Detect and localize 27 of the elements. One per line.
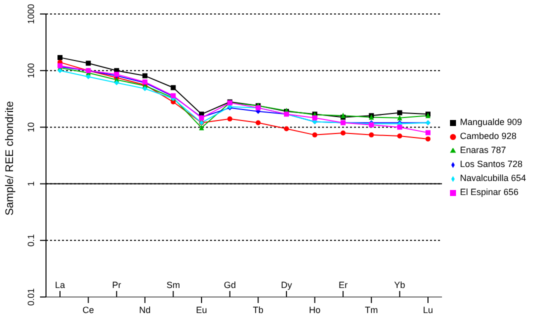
y-tick-label: 10 <box>26 122 36 132</box>
x-tick-label: La <box>54 280 66 290</box>
legend-label: Enaras 787 <box>460 145 506 155</box>
x-tick-label: Gd <box>224 280 236 290</box>
x-tick-label: Yb <box>394 280 406 290</box>
x-tick-label: Er <box>338 280 348 290</box>
legend-label: Cambedo 928 <box>460 131 517 141</box>
x-tick-label: Sm <box>166 280 180 290</box>
x-tick-label: Dy <box>280 280 292 290</box>
x-tick-label: Pr <box>112 280 122 290</box>
legend-label: Mangualde 909 <box>460 117 522 127</box>
legend-label: Navalcubilla 654 <box>460 173 526 183</box>
y-tick-label: 0.01 <box>26 288 36 306</box>
legend-label: El Espinar 656 <box>460 187 519 197</box>
y-tick-label: 100 <box>26 63 36 78</box>
x-tick-label: Ho <box>309 305 321 314</box>
x-tick-label: Tb <box>252 305 264 314</box>
x-tick-label: Lu <box>422 305 434 314</box>
y-tick-label: 1 <box>26 181 36 186</box>
y-tick-label: 1000 <box>26 4 36 24</box>
y-axis-title: Sample/ REE chondrite <box>4 101 16 216</box>
x-tick-label: Nd <box>139 305 151 314</box>
x-tick-label: Tm <box>364 305 378 314</box>
x-tick-label: Eu <box>196 305 208 314</box>
legend-label: Los Santos 728 <box>460 159 523 169</box>
x-tick-label: Ce <box>82 305 94 314</box>
y-tick-label: 0.1 <box>26 234 36 247</box>
